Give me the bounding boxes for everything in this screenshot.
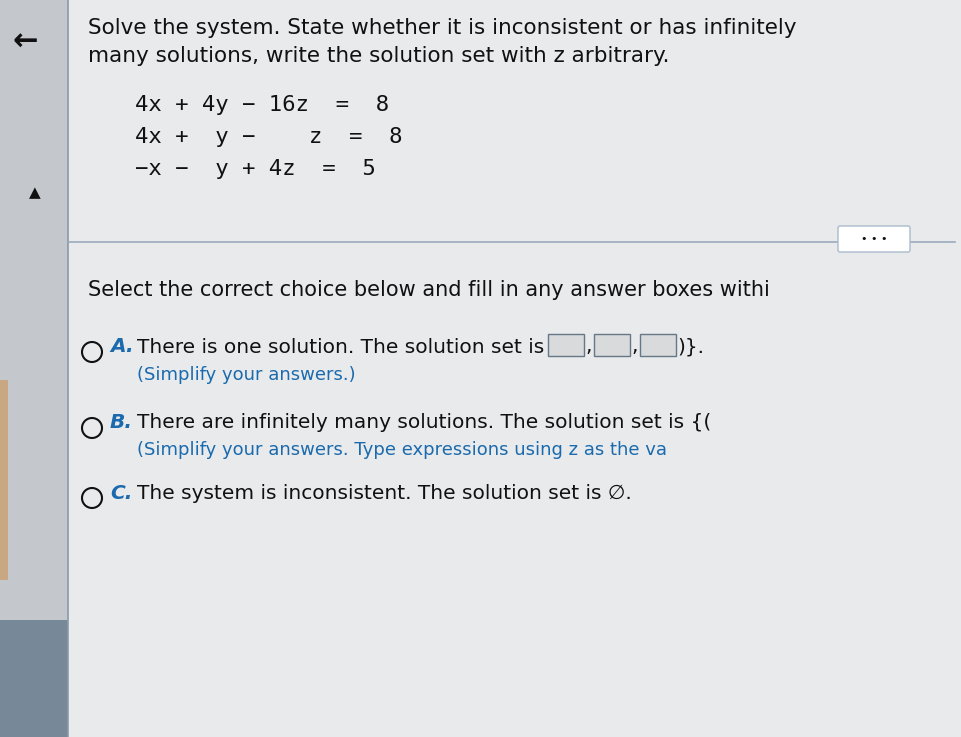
Text: 4x +  y −    z  =  8: 4x + y − z = 8: [135, 127, 403, 147]
Bar: [0, 380, 8, 580]
Text: There is one solution. The solution set is {(: There is one solution. The solution set …: [137, 337, 572, 356]
Text: ,: ,: [631, 337, 637, 356]
Text: (Simplify your answers. Type expressions using z as the va: (Simplify your answers. Type expressions…: [137, 441, 667, 459]
Text: There are infinitely many solutions. The solution set is {(: There are infinitely many solutions. The…: [137, 413, 711, 432]
Bar: [0, 0, 68, 737]
Bar: [0, 620, 68, 737]
Text: ←: ←: [12, 28, 37, 57]
Bar: [548, 334, 584, 356]
Text: )}.: )}.: [677, 337, 704, 356]
Text: −x −  y + 4z  =  5: −x − y + 4z = 5: [135, 159, 376, 179]
Text: ▲: ▲: [29, 185, 41, 200]
Text: C.: C.: [110, 484, 133, 503]
Text: (Simplify your answers.): (Simplify your answers.): [137, 366, 356, 384]
Text: The system is inconsistent. The solution set is ∅.: The system is inconsistent. The solution…: [137, 484, 631, 503]
FancyBboxPatch shape: [838, 226, 910, 252]
Text: 4x + 4y − 16z  =  8: 4x + 4y − 16z = 8: [135, 95, 389, 115]
Text: Solve the system. State whether it is inconsistent or has infinitely: Solve the system. State whether it is in…: [88, 18, 797, 38]
Text: ,: ,: [585, 337, 592, 356]
Text: Select the correct choice below and fill in any answer boxes withi: Select the correct choice below and fill…: [88, 280, 770, 300]
Text: many solutions, write the solution set with z arbitrary.: many solutions, write the solution set w…: [88, 46, 670, 66]
Bar: [640, 334, 676, 356]
Text: • • •: • • •: [861, 234, 887, 244]
Text: A.: A.: [110, 337, 134, 356]
Text: B.: B.: [110, 413, 133, 432]
Bar: [594, 334, 630, 356]
